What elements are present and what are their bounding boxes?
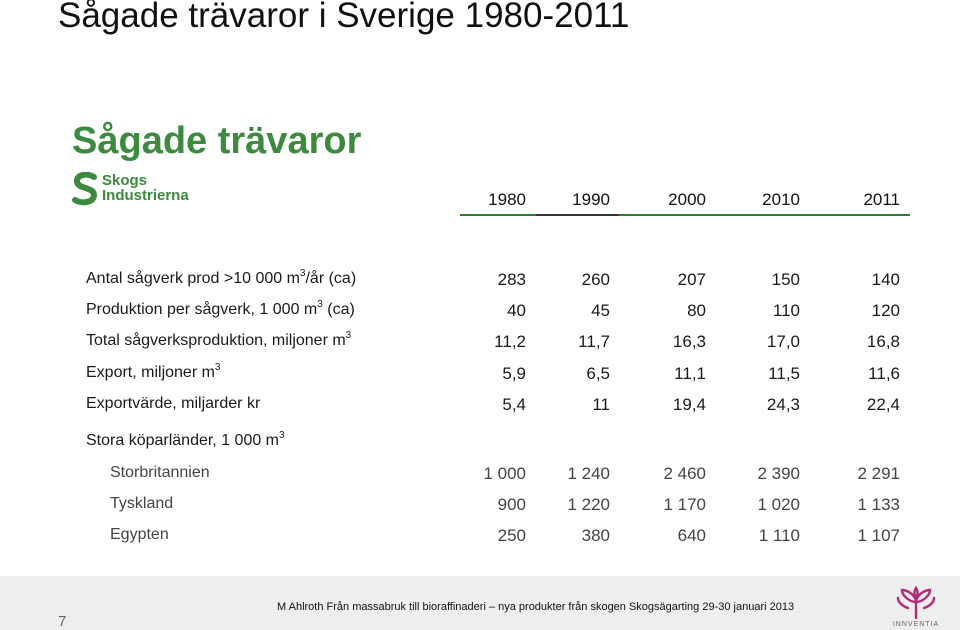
row-label-text: Antal sågverk prod >10 000 m (86, 270, 300, 287)
row-label-text: Storbritannien (110, 464, 210, 481)
row-label-text: Tyskland (110, 495, 174, 512)
header-rule (460, 214, 910, 216)
row-label: Egypten (110, 526, 169, 544)
value-cell: 16,8 (866, 332, 900, 351)
value-cell: 120 (871, 301, 900, 320)
value-cell: 380 (581, 526, 610, 545)
footer-text: M Ahlroth Från massabruk till bioraffina… (277, 601, 795, 613)
innventia-flower-icon (896, 585, 936, 620)
logo-line-1: Skogs (102, 172, 148, 189)
row-label-text: Stora köparländer, 1 000 m (86, 432, 280, 449)
value-cell: 11,5 (768, 364, 800, 383)
value-cell: 11,7 (578, 332, 610, 351)
value-cell: 2 390 (757, 464, 800, 483)
s-logo-icon (72, 172, 98, 206)
value-cell: 260 (581, 270, 610, 289)
unit-superscript: 3 (214, 361, 221, 373)
value-cell: 283 (497, 270, 526, 289)
year-header-cell: 1990 (572, 190, 610, 209)
value-cell: 1 107 (857, 526, 900, 545)
row-label: Tyskland (110, 495, 173, 513)
main-heading: Sågade trävaror (72, 120, 362, 162)
table-row: Antal sågverk prod >10 000 m3/år (ca) 283… (0, 267, 960, 294)
row-label-suffix: (ca) (322, 301, 355, 318)
value-cell: 150 (771, 270, 800, 289)
row-label: Export, miljoner m3 (86, 361, 221, 382)
value-cell: 17,0 (766, 332, 800, 351)
value-cell: 140 (871, 270, 900, 289)
row-label: Produktion per sågverk, 1 000 m3 (ca) (86, 298, 355, 319)
skogsindustrierna-logo: Skogs Industrierna (72, 172, 202, 208)
table-row: Stora köparländer, 1 000 m3 (0, 429, 960, 456)
row-label-text: Total sågverksproduktion, miljoner m (86, 332, 346, 349)
table-row: Export, miljoner m3 5,9 6,5 11,1 11,5 11,6 (0, 361, 960, 388)
year-header-cell: 2011 (863, 190, 900, 209)
table-row: Produktion per sågverk, 1 000 m3 (ca) 40 4… (0, 298, 960, 325)
row-label: Total sågverksproduktion, miljoner m3 (86, 329, 352, 350)
footer-band (0, 576, 960, 630)
value-cell: 1 110 (758, 526, 800, 545)
row-label-suffix: /år (ca) (305, 270, 357, 287)
value-cell: 80 (687, 301, 706, 320)
value-cell: 250 (497, 526, 526, 545)
value-cell: 5,4 (502, 395, 526, 414)
row-label: Storbritannien (110, 464, 210, 482)
unit-superscript: 3 (345, 329, 352, 341)
value-cell: 11,1 (674, 364, 706, 383)
slide-title: Sågade trävaror i Sverige 1980-2011 (58, 0, 630, 35)
value-cell: 207 (677, 270, 706, 289)
unit-superscript: 3 (299, 267, 306, 279)
value-cell: 22,4 (866, 395, 900, 414)
country-row: Tyskland 900 1 220 1 170 1 020 1 133 (0, 495, 960, 519)
country-row: Storbritannien 1 000 1 240 2 460 2 390 2 291 (0, 464, 960, 488)
value-cell: 1 240 (567, 464, 610, 483)
value-cell: 24,3 (766, 395, 800, 414)
value-cell: 11 (592, 395, 610, 414)
year-header-cell: 2010 (762, 190, 800, 209)
value-cell: 11,6 (868, 364, 900, 383)
row-label: Stora köparländer, 1 000 m3 (86, 429, 285, 450)
innventia-name: INNVENTIA (892, 621, 940, 628)
value-cell: 16,3 (672, 332, 706, 351)
value-cell: 900 (497, 495, 526, 514)
logo-line-2: Industrierna (102, 187, 189, 204)
value-cell: 1 000 (483, 464, 526, 483)
value-cell: 640 (677, 526, 706, 545)
value-cell: 1 020 (757, 495, 800, 514)
value-cell: 1 220 (567, 495, 610, 514)
row-label-text: Produktion per sågverk, 1 000 m (86, 301, 318, 318)
row-label-text: Export, miljoner m (86, 364, 215, 381)
row-label: Antal sågverk prod >10 000 m3/år (ca) (86, 267, 357, 288)
row-label: Exportvärde, miljarder kr (86, 395, 260, 413)
value-cell: 1 133 (857, 495, 900, 514)
value-cell: 6,5 (586, 364, 610, 383)
value-cell: 1 170 (663, 495, 706, 514)
value-cell: 2 460 (663, 464, 706, 483)
page-number: 7 (58, 613, 67, 630)
table-row: Total sågverksproduktion, miljoner m3 11,… (0, 329, 960, 356)
value-cell: 5,9 (502, 364, 526, 383)
unit-superscript: 3 (317, 298, 323, 310)
country-row: Egypten 250 380 640 1 110 1 107 (0, 526, 960, 550)
value-cell: 45 (591, 301, 610, 320)
value-cell: 2 291 (857, 464, 900, 483)
header-rule-accent (536, 214, 619, 216)
innventia-logo: INNVENTIA (888, 585, 944, 630)
unit-superscript: 3 (279, 429, 285, 441)
year-header-cell: 2000 (668, 190, 706, 209)
value-cell: 19,4 (672, 395, 706, 414)
value-cell: 40 (507, 301, 526, 320)
value-cell: 110 (772, 301, 800, 320)
row-label-text: Egypten (110, 526, 169, 543)
year-header-cell: 1980 (488, 190, 526, 209)
row-label-text: Exportvärde, miljarder kr (86, 395, 261, 412)
value-cell: 11,2 (494, 332, 526, 351)
table-row: Exportvärde, miljarder kr 5,4 11 19,4 24,3 22… (0, 395, 960, 419)
